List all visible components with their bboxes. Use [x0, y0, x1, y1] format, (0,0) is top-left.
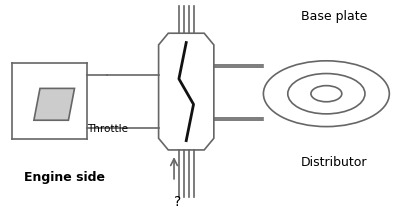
Text: Distributor: Distributor	[301, 156, 368, 169]
Text: Base plate: Base plate	[301, 10, 368, 23]
Polygon shape	[34, 88, 74, 120]
Text: Engine side: Engine side	[24, 171, 105, 184]
Text: Throttle: Throttle	[87, 124, 128, 134]
Text: ?: ?	[175, 195, 182, 209]
